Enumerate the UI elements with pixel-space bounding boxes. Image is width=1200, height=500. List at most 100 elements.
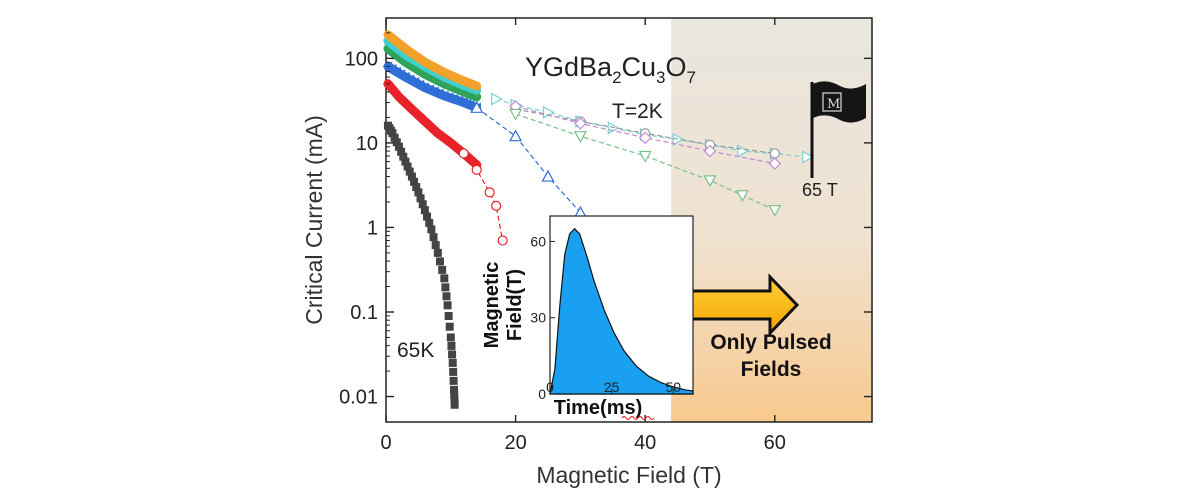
series-7 [383,30,482,91]
series-11 [509,108,782,217]
data-point [491,200,502,211]
data-point [399,152,408,161]
data-point [442,292,451,301]
inset-x-tick-label: 0 [546,379,554,395]
data-point [440,274,449,283]
arrow-right-icon [688,273,800,337]
data-point [638,131,652,145]
data-point [458,148,469,159]
x-tick-label: 40 [634,432,656,454]
data-point [672,132,685,146]
pulse-area [549,227,694,395]
x-axis-label: Magnetic Field (T) [536,462,721,488]
data-point [509,129,523,142]
series-line [476,107,581,213]
data-point [509,108,523,121]
data-point [423,212,432,221]
data-point [392,138,401,147]
data-point [412,183,421,192]
data-point [638,150,652,163]
data-point [403,162,412,171]
data-point [541,169,555,182]
data-point [769,148,780,159]
inset-y-label-line2: Field(T) [504,269,526,341]
data-point [444,312,453,321]
series-2 [458,148,508,246]
data-point [471,164,482,175]
data-point [390,133,399,142]
data-point [802,150,814,164]
data-point [450,390,459,399]
y-tick-label: 0.1 [350,302,378,324]
series-line [463,153,504,241]
chart-title: YGdBa2Cu3O7 [525,52,696,87]
data-point [407,172,416,181]
data-point [449,367,458,376]
x-tick-label: 20 [504,432,526,454]
data-point [414,188,423,197]
series-line [515,113,776,211]
data-point [574,117,587,130]
data-point [735,190,749,203]
flag-icon: M [810,81,866,178]
ticks-layer: 0 20 40 60 0.01 0.1 1 10 100 [339,17,872,454]
y-tick-label: 10 [356,133,378,155]
data-point [427,225,436,234]
x-tick-label: 0 [380,432,391,454]
data-point [491,92,503,106]
data-point [450,385,459,394]
data-point [433,248,442,257]
annotation-temp-high: 65K [397,339,434,362]
data-point [429,233,438,242]
data-point [410,177,419,186]
y-tick-label: 0.01 [339,387,378,409]
data-point [401,157,410,166]
series-0 [383,121,459,409]
data-point [573,131,587,143]
data-point [768,157,782,170]
inset-x-tick-label: 50 [665,379,681,395]
data-point [703,175,717,188]
spellcheck-underline [621,416,655,420]
data-point [446,333,455,342]
y-axis-label: Critical Current (mA) [301,115,327,325]
data-point [448,358,457,367]
data-point [497,235,508,246]
series-band [388,126,455,405]
data-point [431,241,440,250]
series-10 [509,100,782,170]
pulse-inset: 0 25 50 0 30 60 Magnetic Field(T) Time(ms) [481,215,694,420]
inset-x-label: Time(ms) [554,397,643,419]
data-point [388,129,397,138]
data-point [438,265,447,274]
y-tick-label: 100 [345,48,378,70]
data-point [405,167,414,176]
data-point [448,350,457,359]
inset-y-tick-label: 60 [530,233,546,249]
svg-text:M: M [827,97,840,112]
data-point [418,200,427,209]
data-point [450,395,459,404]
series-line [515,105,775,165]
data-point [425,218,434,227]
data-point [445,322,454,331]
data-point [449,376,458,385]
plot-frame [385,17,873,423]
inset-y-tick-label: 30 [530,310,546,326]
data-point [443,301,452,310]
inset-x-tick-label: 25 [604,379,620,395]
data-point [470,101,484,113]
data-point [447,341,456,350]
data-point [472,81,481,91]
data-point [542,105,555,119]
data-point [703,144,717,158]
data-point [441,283,450,292]
data-point [768,205,782,217]
region-label-line1: Only Pulsed [710,331,831,354]
series-4 [470,101,587,218]
data-point [436,257,444,266]
annotation-max-field: 65 T [802,180,838,200]
data-point [450,400,459,409]
region-label-line2: Fields [741,358,802,381]
